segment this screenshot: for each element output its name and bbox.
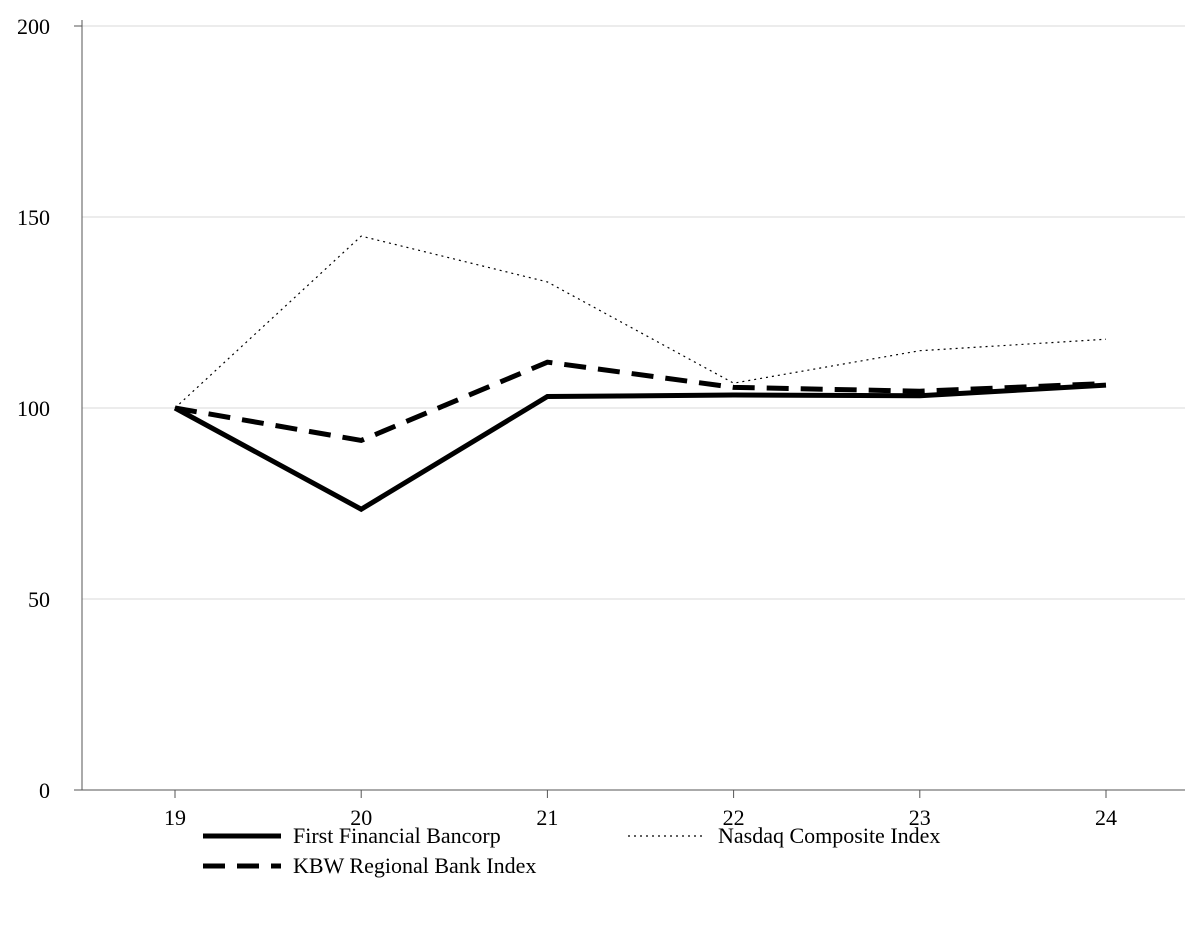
y-tick-label: 200 [17,14,50,39]
y-tick-label: 150 [17,205,50,230]
y-tick-label: 100 [17,396,50,421]
gridlines [82,25,1185,600]
legend-label: Nasdaq Composite Index [718,823,941,848]
series-line-solid [173,382,1107,513]
x-tick-label: 23 [909,805,931,830]
legend-item-first-financial: First Financial Bancorp [203,823,501,849]
x-tick-labels: 19 20 21 22 23 24 [164,805,1117,830]
x-tick-label: 19 [164,805,186,830]
axes [74,20,1185,798]
series-line-dashed [174,359,1107,444]
series-lines [173,235,1107,513]
legend-swatch-dotted [628,835,706,837]
y-tick-label: 0 [39,778,50,803]
series-line-dotted [174,235,1107,409]
y-tick-labels: 0 50 100 150 200 [17,14,50,803]
legend-item-nasdaq: Nasdaq Composite Index [628,823,940,849]
legend-swatch-solid [203,833,281,839]
x-tick-label: 24 [1095,805,1117,830]
y-tick-label: 50 [28,587,50,612]
legend-label: First Financial Bancorp [293,823,501,848]
legend-item-kbw: KBW Regional Bank Index [203,853,536,879]
legend-swatch-dashed [203,863,281,869]
x-tick-label: 20 [350,805,372,830]
x-tick-label: 22 [723,805,745,830]
legend-label: KBW Regional Bank Index [293,853,537,878]
x-tick-label: 21 [536,805,558,830]
